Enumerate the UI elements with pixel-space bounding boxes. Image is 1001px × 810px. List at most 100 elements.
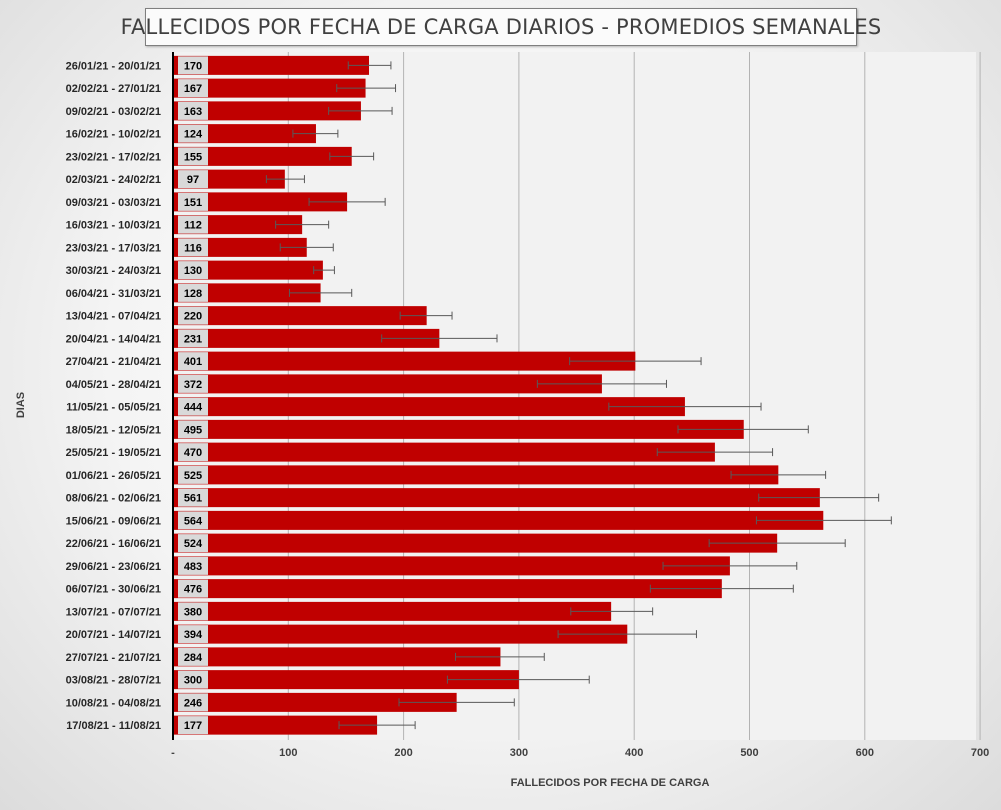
data-label-box: [178, 56, 208, 75]
data-label-box: [178, 374, 208, 393]
category-label: 13/04/21 - 07/04/21: [66, 311, 161, 323]
data-label: 394: [184, 629, 203, 641]
bar: [173, 647, 501, 667]
data-label-box: [178, 283, 208, 302]
data-label-box: [178, 670, 208, 689]
x-tick-label: 700: [971, 747, 989, 759]
data-label-box: [178, 238, 208, 257]
data-label-box: [178, 534, 208, 553]
data-label-box: [178, 192, 208, 211]
data-label-box: [178, 647, 208, 666]
data-label: 124: [184, 129, 203, 141]
data-label: 284: [184, 652, 203, 664]
data-label-box: [178, 79, 208, 98]
x-axis-title: FALLECIDOS POR FECHA DE CARGA: [511, 777, 710, 789]
category-label: 27/04/21 - 21/04/21: [66, 356, 161, 368]
data-label: 246: [184, 697, 202, 709]
bar: [173, 328, 440, 348]
data-label-box: [178, 306, 208, 325]
data-label-box: [178, 101, 208, 120]
data-label: 561: [184, 493, 202, 505]
data-label: 483: [184, 561, 202, 573]
category-label: 20/04/21 - 14/04/21: [66, 333, 161, 345]
category-label: 25/05/21 - 19/05/21: [66, 447, 161, 459]
bar: [173, 692, 457, 712]
category-label: 01/06/21 - 26/05/21: [66, 470, 161, 482]
chart-title: FALLECIDOS POR FECHA DE CARGA DIARIOS - …: [121, 8, 881, 46]
category-label: 16/02/21 - 10/02/21: [66, 129, 161, 141]
category-label: 02/03/21 - 24/02/21: [66, 174, 161, 186]
bar: [173, 124, 316, 144]
category-label: 23/02/21 - 17/02/21: [66, 151, 161, 163]
category-label: 08/06/21 - 02/06/21: [66, 493, 161, 505]
bar: [173, 715, 378, 735]
bar: [173, 533, 778, 553]
data-label: 151: [184, 197, 202, 209]
category-label: 02/02/21 - 27/01/21: [66, 83, 161, 95]
category-label: 09/02/21 - 03/02/21: [66, 106, 161, 118]
data-label: 401: [184, 356, 202, 368]
bar: [173, 55, 370, 75]
data-label-box: [178, 465, 208, 484]
bar: [173, 260, 323, 280]
category-label: 03/08/21 - 28/07/21: [66, 675, 161, 687]
data-label: 177: [184, 720, 202, 732]
bar: [173, 351, 636, 371]
category-label: 09/03/21 - 03/03/21: [66, 197, 161, 209]
data-label: 380: [184, 606, 202, 618]
data-label: 300: [184, 675, 202, 687]
x-tick-label: 500: [740, 747, 758, 759]
data-label: 167: [184, 83, 202, 95]
x-tick-label: -: [171, 747, 175, 759]
category-label: 17/08/21 - 11/08/21: [66, 720, 161, 732]
data-label-box: [178, 579, 208, 598]
data-label-box: [178, 420, 208, 439]
data-label-box: [178, 261, 208, 280]
data-label-box: [178, 443, 208, 462]
category-label: 23/03/21 - 17/03/21: [66, 242, 161, 254]
data-label: 112: [184, 220, 202, 232]
data-label: 444: [184, 402, 203, 414]
data-label-box: [178, 693, 208, 712]
x-tick-label: 300: [510, 747, 528, 759]
category-label: 26/01/21 - 20/01/21: [66, 60, 161, 72]
bar: [173, 556, 730, 576]
bar: [173, 601, 612, 621]
bar: [173, 670, 519, 690]
data-label: 495: [184, 424, 202, 436]
data-label-box: [178, 329, 208, 348]
bar: [173, 579, 722, 599]
data-label: 470: [184, 447, 202, 459]
data-label-box: [178, 170, 208, 189]
data-label-box: [178, 488, 208, 507]
data-label: 372: [184, 379, 202, 391]
data-label: 128: [184, 288, 202, 300]
data-label: 220: [184, 311, 202, 323]
bar: [173, 488, 820, 508]
bar: [173, 397, 685, 417]
category-label: 04/05/21 - 28/04/21: [66, 379, 161, 391]
data-label: 130: [184, 265, 202, 277]
data-label-box: [178, 716, 208, 735]
bar: [173, 283, 321, 303]
data-label-box: [178, 124, 208, 143]
bar: [173, 624, 628, 644]
bar: [173, 465, 779, 485]
x-tick-label: 200: [394, 747, 412, 759]
bar: [173, 192, 348, 212]
category-label: 22/06/21 - 16/06/21: [66, 538, 161, 550]
x-tick-label: 100: [279, 747, 297, 759]
category-label: 13/07/21 - 07/07/21: [66, 606, 161, 618]
data-label: 116: [184, 242, 202, 254]
bar: [173, 374, 602, 394]
data-label: 170: [184, 60, 202, 72]
category-label: 06/04/21 - 31/03/21: [66, 288, 161, 300]
bar: [173, 510, 824, 530]
x-tick-label: 400: [625, 747, 643, 759]
category-label: 27/07/21 - 21/07/21: [66, 652, 161, 664]
bar: [173, 146, 352, 166]
data-label-box: [178, 215, 208, 234]
bar: [173, 78, 366, 98]
category-label: 30/03/21 - 24/03/21: [66, 265, 161, 277]
